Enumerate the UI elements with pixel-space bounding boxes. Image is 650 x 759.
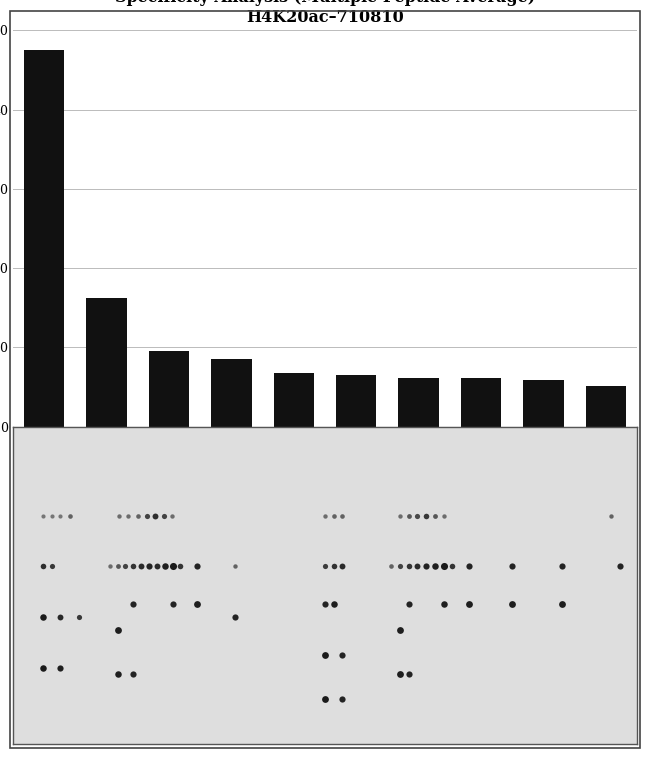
Point (421, 509, 432, 521)
Point (230, 560, 240, 572)
Point (144, 560, 154, 572)
Point (463, 560, 474, 572)
Point (320, 694, 330, 706)
Point (438, 560, 448, 572)
Point (38, 662, 48, 674)
Point (168, 598, 178, 610)
Point (150, 509, 161, 521)
Point (447, 560, 458, 572)
Point (112, 560, 123, 572)
Point (159, 560, 170, 572)
Point (430, 509, 440, 521)
Point (412, 509, 423, 521)
Point (55, 509, 66, 521)
Point (404, 598, 414, 610)
Point (328, 598, 339, 610)
Point (606, 509, 616, 521)
Point (55, 662, 66, 674)
Point (395, 668, 405, 680)
Point (127, 598, 138, 610)
Point (151, 560, 162, 572)
Bar (398, 377, 439, 427)
X-axis label: Modification: Modification (280, 520, 370, 534)
Bar (86, 298, 127, 427)
Point (133, 509, 143, 521)
Bar (24, 50, 64, 427)
Point (557, 560, 567, 572)
Point (55, 611, 66, 623)
Point (142, 509, 152, 521)
Point (337, 649, 348, 661)
Bar (149, 351, 189, 427)
Point (230, 611, 240, 623)
Point (114, 509, 124, 521)
Title: Specificity Analysis (Multiple Peptide Average)
H4K20ac–710810: Specificity Analysis (Multiple Peptide A… (115, 0, 535, 26)
Point (320, 649, 330, 661)
Point (395, 560, 405, 572)
Point (168, 560, 178, 572)
Point (438, 509, 448, 521)
Point (421, 560, 432, 572)
Bar (461, 379, 501, 427)
Point (507, 598, 517, 610)
Point (328, 560, 339, 572)
Point (557, 598, 567, 610)
Bar (336, 375, 376, 427)
Point (337, 560, 348, 572)
Point (192, 560, 202, 572)
Point (337, 694, 348, 706)
Point (127, 668, 138, 680)
Point (463, 598, 474, 610)
Point (395, 624, 405, 636)
Point (38, 611, 48, 623)
Point (136, 560, 146, 572)
Point (159, 509, 169, 521)
Point (47, 509, 57, 521)
Point (438, 598, 448, 610)
Point (328, 509, 339, 521)
Point (430, 560, 440, 572)
Bar (274, 373, 314, 427)
Bar (586, 386, 626, 427)
Point (38, 560, 48, 572)
Point (614, 560, 625, 572)
Point (395, 509, 405, 521)
Point (175, 560, 185, 572)
Point (65, 509, 75, 521)
Point (320, 509, 330, 521)
Point (124, 509, 134, 521)
Point (167, 509, 177, 521)
Bar (523, 380, 564, 427)
Point (507, 560, 517, 572)
Point (337, 509, 348, 521)
Point (112, 624, 123, 636)
Point (192, 598, 202, 610)
Point (404, 668, 414, 680)
Point (112, 668, 123, 680)
Point (105, 560, 115, 572)
Point (128, 560, 138, 572)
Point (38, 509, 48, 521)
Point (412, 560, 423, 572)
Bar (211, 359, 252, 427)
Point (320, 598, 330, 610)
Point (120, 560, 131, 572)
Point (320, 560, 330, 572)
Point (404, 560, 414, 572)
Point (386, 560, 396, 572)
Point (47, 560, 57, 572)
Point (404, 509, 414, 521)
Point (74, 611, 85, 623)
